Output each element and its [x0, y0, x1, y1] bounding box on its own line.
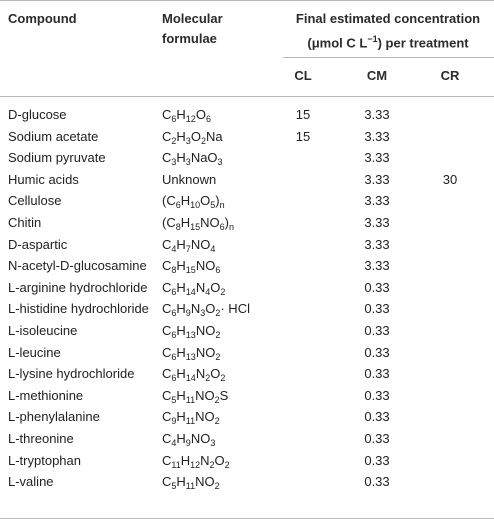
compound-name: L-arginine hydrochloride: [8, 279, 148, 295]
compound-name: L-valine: [8, 474, 54, 490]
header-final-unit-start: (μmol C L: [307, 35, 368, 51]
molecular-formula: (C8H15NO6)n: [162, 215, 235, 232]
table-row: Sodium acetate C2H3O2Na 15 3.33: [0, 126, 494, 148]
compound-name: D-glucose: [8, 107, 67, 122]
header-final-unit-end: ) per treatment: [377, 35, 469, 51]
molecular-formula: C6H14N4O2: [162, 279, 226, 297]
table-row: L-methionine C5H11NO2S 0.33: [0, 385, 494, 407]
header-final-line1: Final estimated concentration: [295, 11, 481, 26]
concentration-cm: 0.33: [364, 344, 390, 360]
table-row: L-lysine hydrochloride C6H14N2O2 0.33: [0, 363, 494, 385]
molecular-formula: C6H9N3O2· HCl: [162, 301, 250, 319]
compound-name: L-tryptophan: [8, 452, 81, 468]
treatment-rule: [283, 57, 494, 58]
concentration-cm: 0.33: [364, 323, 390, 338]
concentration-cm: 3.33: [364, 128, 390, 144]
concentration-cl: 15: [295, 107, 311, 122]
concentration-cm: 0.33: [364, 474, 390, 490]
concentration-cl: 15: [295, 128, 311, 144]
molecular-formula: C6H13NO2: [162, 344, 221, 362]
molecular-formula: C5H11NO2S: [162, 387, 229, 405]
molecular-formula: C6H14N2O2: [162, 366, 226, 384]
compound-name: L-phenylalanine: [8, 409, 100, 425]
header-treatment-cm: CM: [366, 68, 388, 83]
compound-name: L-lysine hydrochloride: [8, 366, 135, 382]
table-row: Sodium pyruvate C3H3NaO3 3.33: [0, 147, 494, 169]
molecular-formula: C6H12O6: [162, 107, 211, 124]
concentration-cm: 0.33: [364, 431, 390, 446]
table-row: L-tryptophan C11H12N2O2 0.33: [0, 450, 494, 472]
concentration-cm: 0.33: [364, 279, 390, 295]
compound-name: Sodium pyruvate: [8, 150, 106, 166]
concentration-cm: 3.33: [364, 215, 390, 230]
table-row: Cellulose (C6H10O5)n 3.33: [0, 190, 494, 212]
concentration-cm: 3.33: [364, 236, 390, 252]
table-row: L-arginine hydrochloride C6H14N4O2 0.33: [0, 277, 494, 299]
table-row: D-glucose C6H12O6 15 3.33: [0, 104, 494, 126]
header-final-unit-exponent: −1: [367, 34, 378, 44]
compound-name: L-leucine: [8, 344, 61, 360]
table-row: L-isoleucine C6H13NO2 0.33: [0, 320, 494, 342]
table-row: L-phenylalanine C9H11NO2 0.33: [0, 406, 494, 428]
concentration-cm: 0.33: [364, 409, 390, 425]
header-final-concentration: Final estimated concentration (μmol C L−…: [284, 9, 492, 53]
compound-name: L-methionine: [8, 387, 84, 403]
table-row: L-histidine hydrochloride C6H9N3O2· HCl 0.…: [0, 298, 494, 320]
table-row: L-valine C5H11NO2 0.33: [0, 471, 494, 493]
molecular-formula: C9H11NO2: [162, 409, 220, 427]
compound-name: Humic acids: [8, 171, 79, 187]
table-row: Humic acids Unknown 3.33 30: [0, 169, 494, 191]
table-row: L-threonine C4H9NO3 0.33: [0, 428, 494, 450]
molecular-formula: C4H7NO4: [162, 236, 216, 254]
molecular-formula: C2H3O2Na: [162, 128, 223, 146]
concentration-cr: 30: [442, 171, 458, 187]
molecular-formula: Unknown: [162, 171, 217, 187]
table-row: L-leucine C6H13NO2 0.33: [0, 342, 494, 364]
compound-name: L-threonine: [8, 431, 74, 446]
concentration-cm: 0.33: [364, 452, 390, 468]
compound-name: L-histidine hydrochloride: [8, 301, 149, 317]
concentration-cm: 0.33: [364, 387, 390, 403]
molecular-formula: (C6H10O5)n: [162, 193, 225, 211]
concentration-cm: 3.33: [364, 258, 390, 274]
table-row: D-aspartic C4H7NO4 3.33: [0, 234, 494, 256]
compound-name: N-acetyl-D-glucosamine: [8, 258, 147, 274]
header-formula-line1: Molecular: [162, 11, 223, 26]
concentration-cm: 3.33: [364, 150, 390, 166]
table-row: Chitin (C8H15NO6)n 3.33: [0, 212, 494, 234]
molecular-formula: C8H15NO6: [162, 258, 221, 276]
concentration-cm: 3.33: [364, 107, 390, 122]
compound-name: Chitin: [8, 215, 42, 230]
header-formula-line2: formulae: [162, 31, 217, 46]
header-final-line2: (μmol C L−1) per treatment: [284, 29, 492, 53]
header-formula: Molecular formulae: [162, 9, 282, 49]
top-rule: [0, 0, 494, 1]
molecular-formula: C6H13NO2: [162, 323, 221, 340]
concentration-cm: 0.33: [364, 301, 390, 317]
concentration-cm: 3.33: [364, 193, 390, 209]
header-compound: Compound: [8, 11, 77, 26]
concentration-cm: 0.33: [364, 366, 390, 382]
header-treatment-cl: CL: [294, 68, 312, 83]
compound-name: L-isoleucine: [8, 323, 78, 338]
concentration-cm: 3.33: [364, 171, 390, 187]
molecular-formula: C3H3NaO3: [162, 150, 223, 168]
molecular-formula: C5H11NO2: [162, 474, 220, 492]
table-row: N-acetyl-D-glucosamine C8H15NO6 3.33: [0, 255, 494, 277]
header-treatment-cr: CR: [440, 68, 460, 83]
compound-name: Sodium acetate: [8, 128, 99, 144]
compound-name: Cellulose: [8, 193, 62, 209]
molecular-formula: C11H12N2O2: [162, 452, 230, 470]
compound-name: D-aspartic: [8, 236, 68, 252]
molecular-formula: C4H9NO3: [162, 431, 216, 448]
header-rule: [0, 96, 494, 97]
